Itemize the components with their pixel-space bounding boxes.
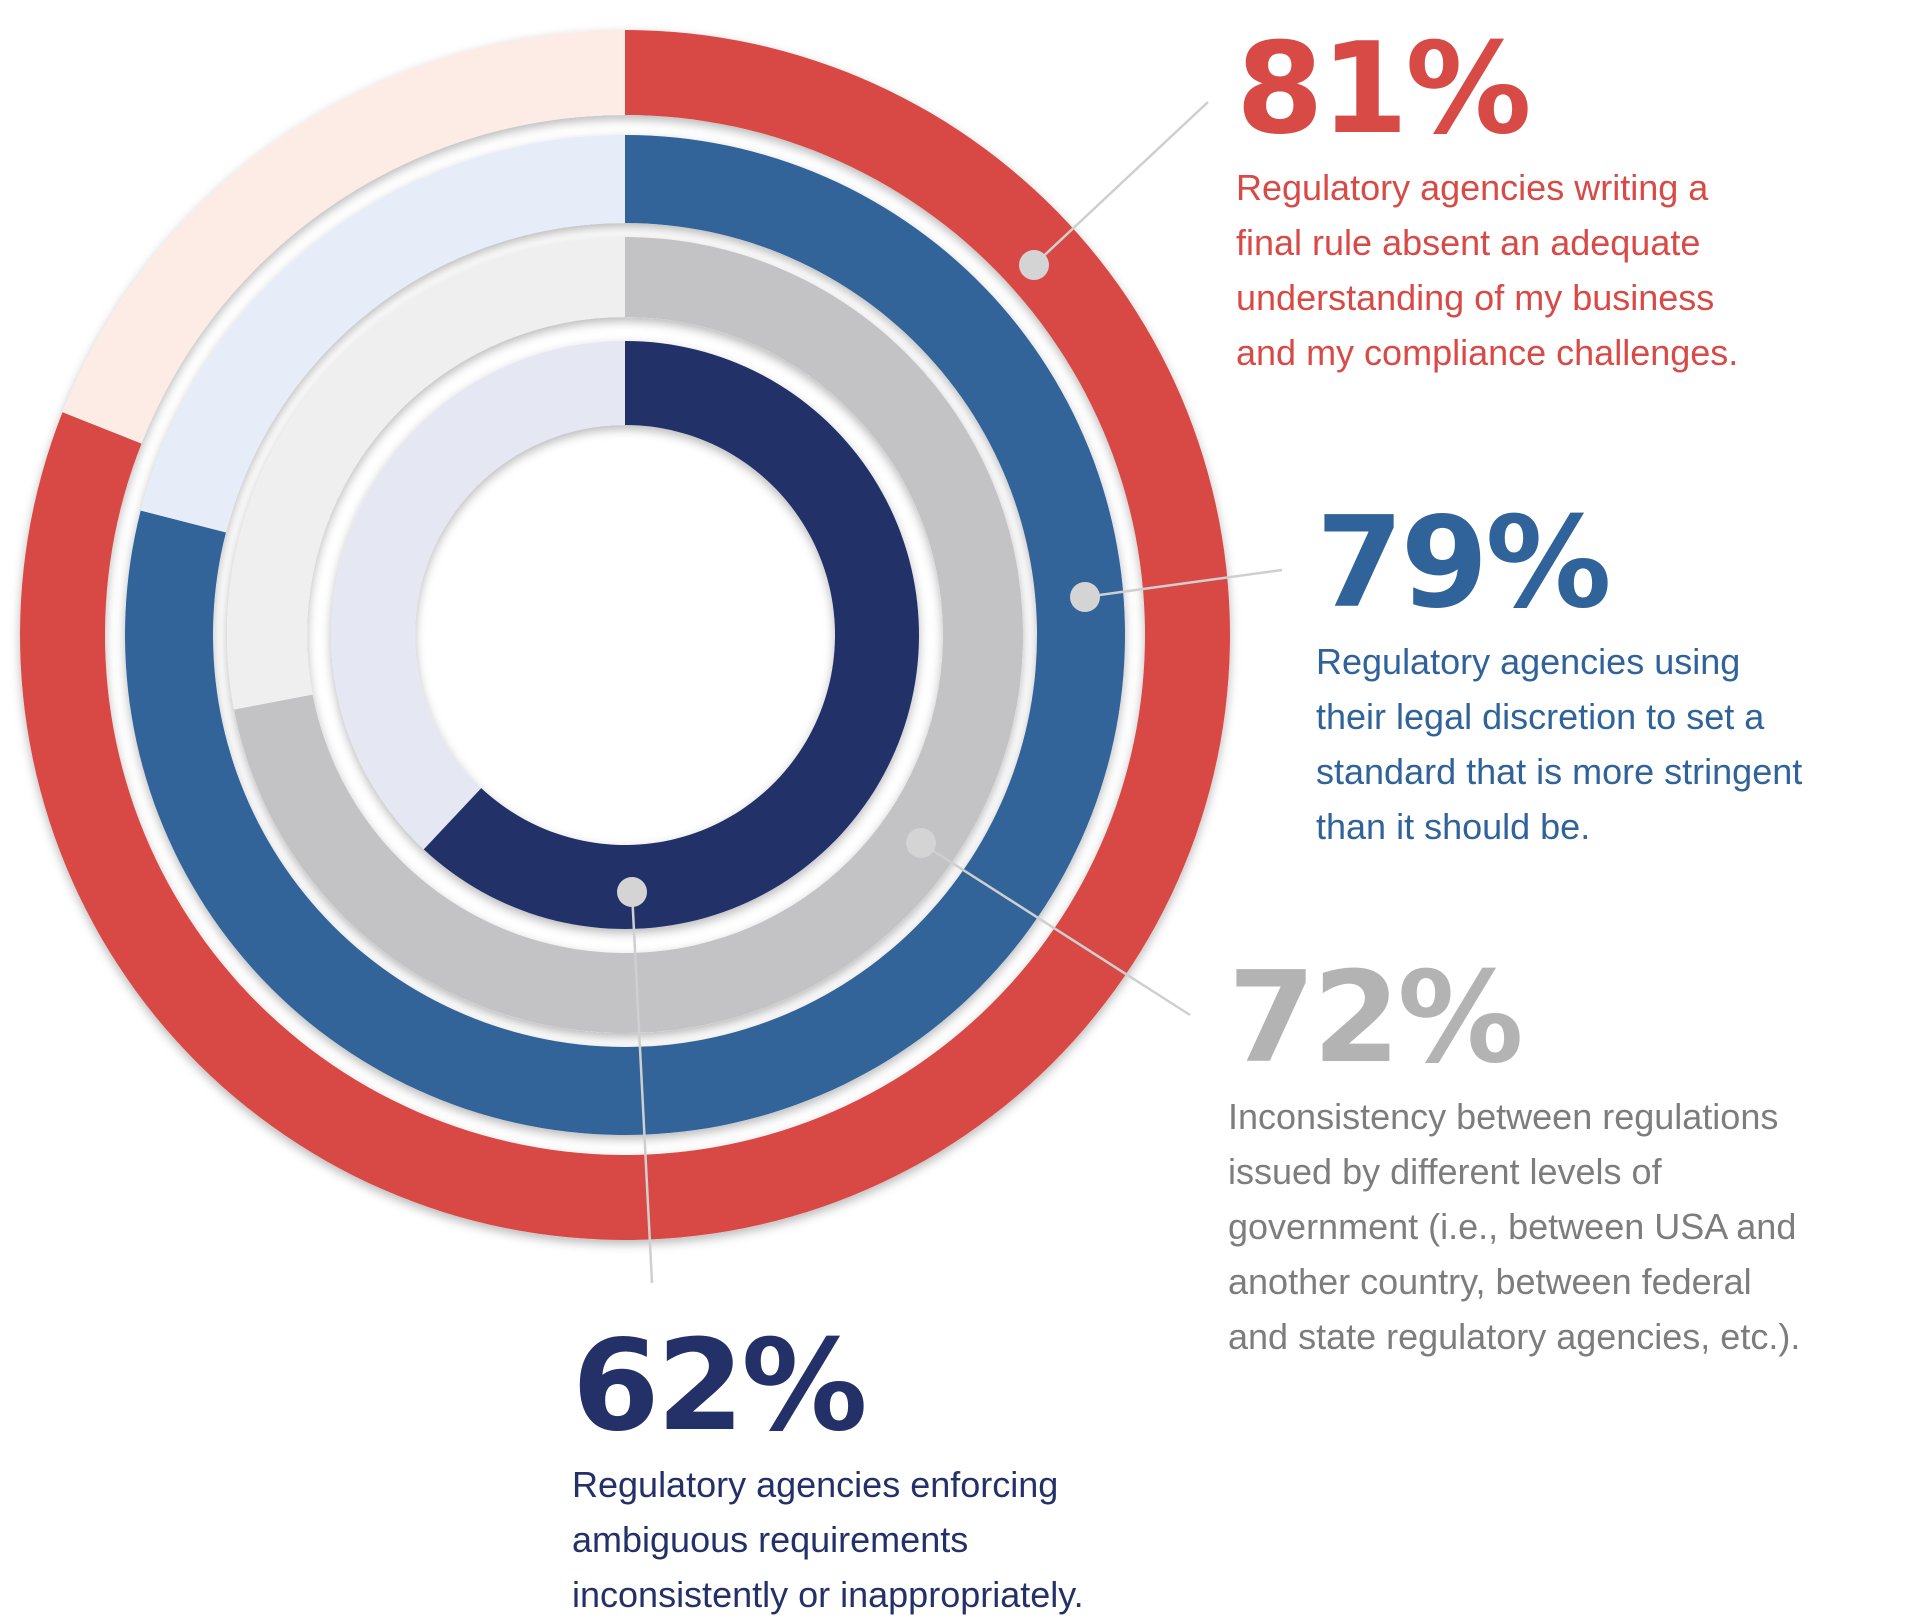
stat-percentage: 81% (1236, 15, 1532, 162)
leader-dot (906, 828, 936, 858)
leader-line (920, 841, 1191, 1017)
stat-description: Inconsistency between regulations issued… (1228, 1096, 1801, 1357)
leader-line (1033, 101, 1209, 266)
leader-line (630, 891, 654, 1284)
stat-percentage: 72% (1228, 944, 1524, 1091)
stat-description: Regulatory agencies using their legal di… (1316, 641, 1803, 847)
leader-dot (617, 877, 647, 907)
ring-62 (331, 341, 919, 929)
rings-group (19, 30, 1231, 1240)
ring-bar-62 (423, 341, 919, 929)
leader-lines-group (617, 101, 1283, 1284)
stat-description: Regulatory agencies writing a final rule… (1236, 167, 1739, 373)
stat-description: Regulatory agencies enforcing ambiguous … (572, 1464, 1084, 1615)
stat-percentage: 79% (1316, 489, 1612, 636)
stat-block-81: 81% Regulatory agencies writing a final … (1236, 26, 1738, 380)
stat-block-72: 72% Inconsistency between regulations is… (1228, 955, 1800, 1364)
leader-dot (1019, 250, 1049, 280)
leader-dot (1070, 582, 1100, 612)
leader-line (1084, 568, 1283, 599)
stat-percentage: 62% (572, 1312, 868, 1459)
stat-block-62: 62% Regulatory agencies enforcing ambigu… (572, 1323, 1084, 1622)
stat-block-79: 79% Regulatory agencies using their lega… (1316, 500, 1802, 854)
